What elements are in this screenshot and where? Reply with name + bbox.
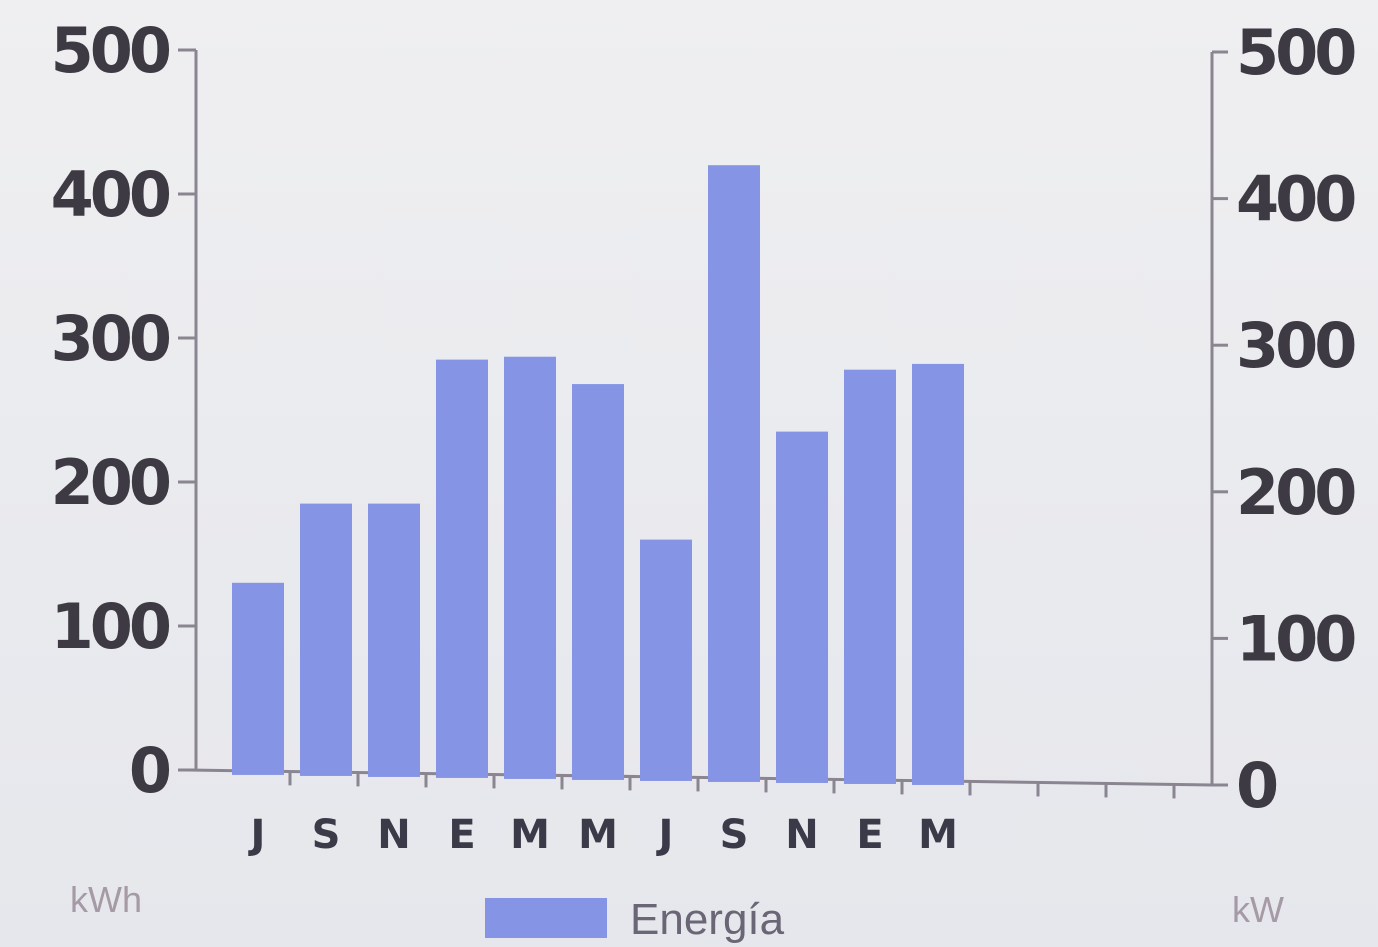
right-y-axis: 0 100 200 300 400 500 [1210, 16, 1359, 822]
bar [368, 503, 420, 777]
left-tick-label: 300 [51, 302, 170, 375]
bar [776, 431, 828, 783]
bar [232, 582, 284, 775]
x-tick-label: S [312, 812, 341, 858]
bar [436, 359, 488, 778]
bar-series-energia [232, 165, 964, 785]
left-tick-label: 400 [51, 158, 170, 231]
x-tick-label: E [856, 812, 883, 858]
x-tick-label: M [510, 812, 550, 858]
bar [844, 369, 896, 784]
right-tick-label: 0 [1236, 749, 1277, 822]
left-tick-label: 200 [51, 446, 170, 519]
x-tick-label: E [448, 812, 475, 858]
bar [572, 384, 624, 780]
y-axis-unit-label: kWh [70, 879, 142, 920]
left-tick-label: 500 [51, 14, 170, 87]
x-axis [187, 768, 1213, 799]
bar [640, 539, 692, 781]
x-tick-label: M [578, 812, 618, 858]
right-tick-label: 100 [1236, 602, 1355, 675]
right-tick-label: 200 [1236, 456, 1355, 529]
x-tick-label: J [656, 812, 674, 858]
legend-swatch [485, 898, 607, 938]
x-tick-label: S [720, 812, 749, 858]
x-tick-label: J [248, 812, 266, 858]
legend: Energía [485, 895, 785, 944]
y2-axis-unit-label: kW [1232, 889, 1284, 930]
right-tick-label: 500 [1236, 16, 1355, 89]
left-y-axis: 0 100 200 300 400 500 [51, 14, 198, 807]
x-tick-label: N [785, 812, 818, 858]
right-tick-label: 300 [1236, 309, 1355, 382]
legend-label: Energía [630, 895, 785, 944]
bar [504, 356, 556, 779]
x-tick-label: N [377, 812, 410, 858]
bar [912, 363, 964, 785]
left-tick-label: 100 [51, 590, 170, 663]
right-tick-label: 400 [1236, 163, 1355, 236]
x-tick-label: M [918, 812, 958, 858]
bar [708, 165, 760, 782]
left-tick-label: 0 [129, 734, 170, 807]
bar [300, 503, 352, 776]
